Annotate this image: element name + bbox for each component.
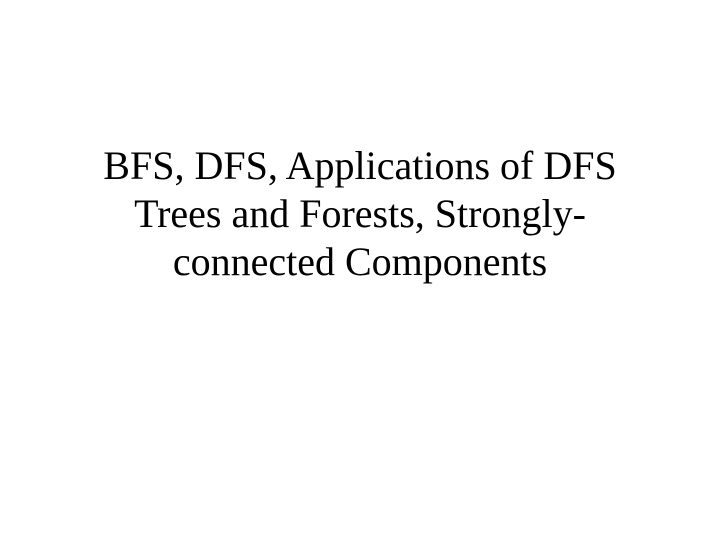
slide-title: BFS, DFS, Applications of DFS Trees and … <box>0 142 720 286</box>
title-line-2: Trees and Forests, Strongly- <box>0 190 720 238</box>
title-line-3: connected Components <box>0 238 720 286</box>
title-line-1: BFS, DFS, Applications of DFS <box>0 142 720 190</box>
slide: BFS, DFS, Applications of DFS Trees and … <box>0 0 720 540</box>
